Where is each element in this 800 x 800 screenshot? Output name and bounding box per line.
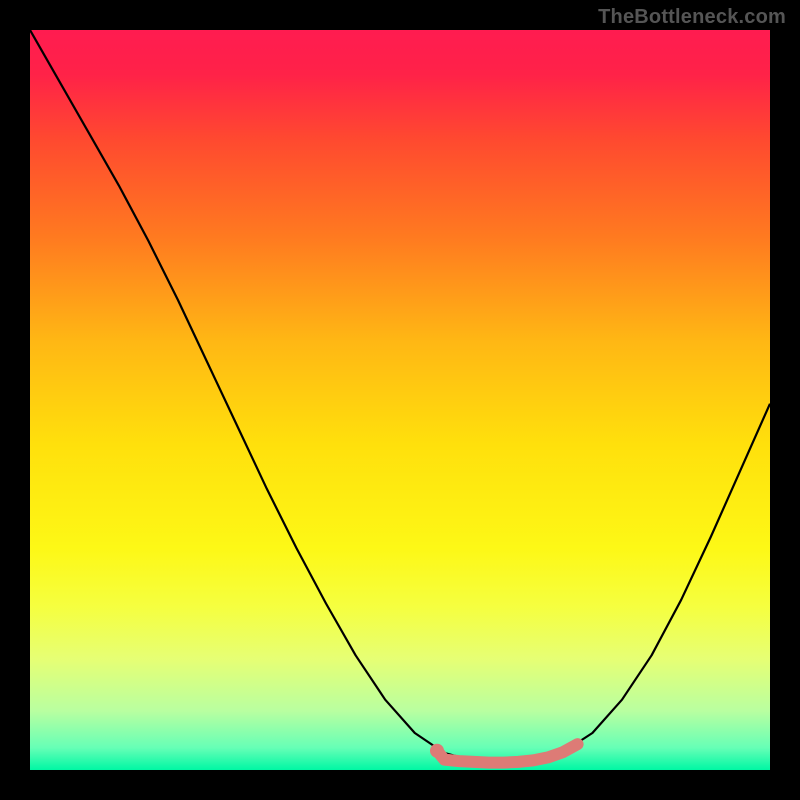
chart-background: [30, 30, 770, 770]
accent-dot: [430, 744, 444, 758]
watermark-text: TheBottleneck.com: [598, 6, 786, 29]
bottleneck-chart: [0, 0, 800, 800]
chart-container: TheBottleneck.com: [0, 0, 800, 800]
